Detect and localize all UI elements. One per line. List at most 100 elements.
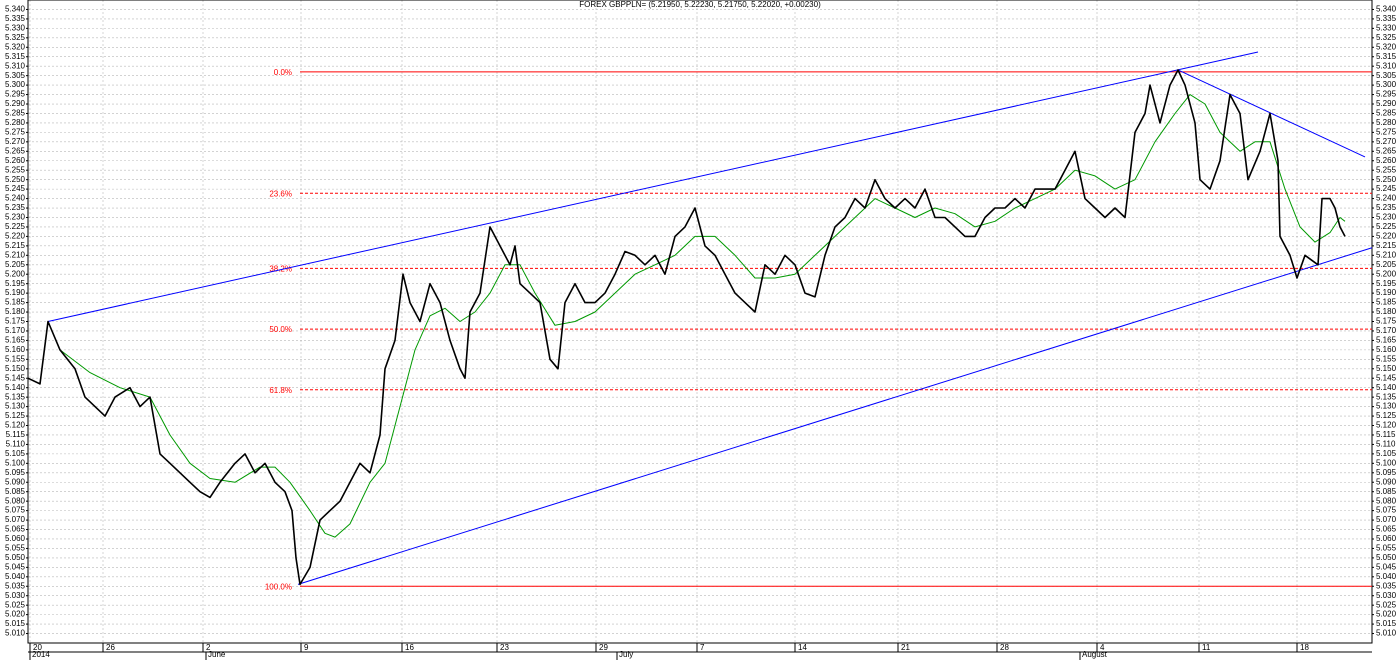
y-tick-label: 5.065: [5, 525, 26, 534]
x-tick-label: 20: [33, 643, 42, 652]
y-tick-label: 5.090: [1376, 477, 1397, 486]
y-tick-label: 5.020: [1376, 610, 1397, 619]
y-tick-label: 5.215: [5, 241, 26, 250]
y-tick-label: 5.295: [5, 90, 26, 99]
y-tick-label: 5.105: [1376, 449, 1397, 458]
y-tick-label: 5.205: [1376, 260, 1397, 269]
y-tick-label: 5.310: [5, 61, 26, 70]
y-tick-label: 5.140: [5, 383, 26, 392]
y-tick-label: 5.330: [1376, 23, 1397, 32]
month-label: August: [1082, 650, 1108, 659]
y-tick-label: 5.020: [5, 610, 26, 619]
y-tick-label: 5.080: [1376, 496, 1397, 505]
x-tick-label: 23: [500, 643, 509, 652]
y-tick-label: 5.095: [5, 468, 26, 477]
y-tick-label: 5.210: [1376, 250, 1397, 259]
y-tick-label: 5.340: [5, 5, 26, 14]
y-tick-label: 5.150: [5, 364, 26, 373]
fib-label: 38.2%: [269, 264, 292, 273]
y-tick-label: 5.230: [1376, 213, 1397, 222]
y-tick-label: 5.120: [1376, 421, 1397, 430]
y-tick-label: 5.280: [1376, 118, 1397, 127]
y-tick-label: 5.060: [1376, 534, 1397, 543]
y-tick-label: 5.130: [1376, 402, 1397, 411]
month-label: June: [208, 650, 226, 659]
fib-label: 61.8%: [269, 386, 292, 395]
y-tick-label: 5.045: [1376, 562, 1397, 571]
y-tick-label: 5.185: [1376, 298, 1397, 307]
trend-line: [297, 247, 1373, 585]
y-tick-label: 5.285: [1376, 109, 1397, 118]
y-tick-label: 5.330: [5, 23, 26, 32]
x-tick-label: 16: [405, 643, 414, 652]
y-tick-label: 5.050: [1376, 553, 1397, 562]
trend-line: [47, 51, 1259, 322]
y-tick-label: 5.055: [1376, 544, 1397, 553]
y-tick-label: 5.240: [5, 194, 26, 203]
y-tick-label: 5.105: [5, 449, 26, 458]
y-tick-label: 5.040: [1376, 572, 1397, 581]
y-tick-label: 5.135: [1376, 392, 1397, 401]
y-tick-label: 5.265: [5, 146, 26, 155]
y-tick-label: 5.120: [5, 421, 26, 430]
y-tick-label: 5.125: [1376, 411, 1397, 420]
y-tick-label: 5.010: [5, 629, 26, 638]
y-tick-label: 5.030: [5, 591, 26, 600]
x-tick-label: 2: [206, 643, 211, 652]
fib-label: 23.6%: [269, 189, 292, 198]
y-tick-label: 5.140: [1376, 383, 1397, 392]
y-tick-label: 5.160: [1376, 345, 1397, 354]
y-tick-label: 5.290: [5, 99, 26, 108]
y-tick-label: 5.100: [5, 458, 26, 467]
y-tick-label: 5.255: [5, 165, 26, 174]
x-tick-label: 9: [304, 643, 309, 652]
y-tick-label: 5.010: [1376, 629, 1397, 638]
month-label: July: [619, 650, 633, 659]
y-tick-label: 5.030: [1376, 591, 1397, 600]
y-tick-label: 5.185: [5, 298, 26, 307]
y-tick-label: 5.115: [6, 430, 26, 439]
x-tick-label: 4: [1100, 643, 1105, 652]
y-tick-label: 5.080: [5, 496, 26, 505]
y-tick-label: 5.165: [5, 336, 26, 345]
y-tick-label: 5.325: [5, 33, 26, 42]
y-tick-label: 5.070: [5, 515, 26, 524]
y-tick-label: 5.335: [1376, 14, 1397, 23]
y-tick-label: 5.205: [5, 260, 26, 269]
y-tick-label: 5.075: [5, 506, 26, 515]
y-tick-label: 5.085: [1376, 487, 1397, 496]
y-tick-label: 5.250: [1376, 175, 1397, 184]
y-tick-label: 5.070: [1376, 515, 1397, 524]
y-tick-label: 5.255: [1376, 165, 1397, 174]
y-tick-label: 5.045: [5, 562, 26, 571]
y-tick-label: 5.265: [1376, 146, 1397, 155]
y-tick-label: 5.220: [1376, 232, 1397, 241]
y-tick-label: 5.235: [1376, 203, 1397, 212]
y-tick-label: 5.015: [5, 619, 26, 628]
y-tick-label: 5.250: [5, 175, 26, 184]
x-tick-label: 28: [1000, 643, 1009, 652]
y-tick-label: 5.035: [5, 581, 26, 590]
y-tick-label: 5.085: [5, 487, 26, 496]
y-tick-label: 5.325: [1376, 33, 1397, 42]
y-tick-label: 5.305: [1376, 71, 1397, 80]
fib-label: 100.0%: [265, 582, 292, 591]
y-tick-label: 5.195: [1376, 279, 1397, 288]
y-tick-label: 5.015: [1376, 619, 1397, 628]
price-line: [27, 69, 1346, 586]
y-tick-label: 5.060: [5, 534, 26, 543]
y-tick-label: 5.135: [5, 392, 26, 401]
y-tick-label: 5.285: [5, 109, 26, 118]
y-tick-label: 5.145: [1376, 373, 1397, 382]
y-tick-label: 5.245: [5, 184, 26, 193]
y-tick-label: 5.025: [1376, 600, 1397, 609]
y-tick-label: 5.340: [1376, 5, 1397, 14]
y-tick-label: 5.335: [5, 14, 26, 23]
y-tick-label: 5.055: [5, 544, 26, 553]
y-tick-label: 5.275: [1376, 127, 1397, 136]
y-tick-label: 5.095: [1376, 468, 1397, 477]
y-tick-label: 5.130: [5, 402, 26, 411]
